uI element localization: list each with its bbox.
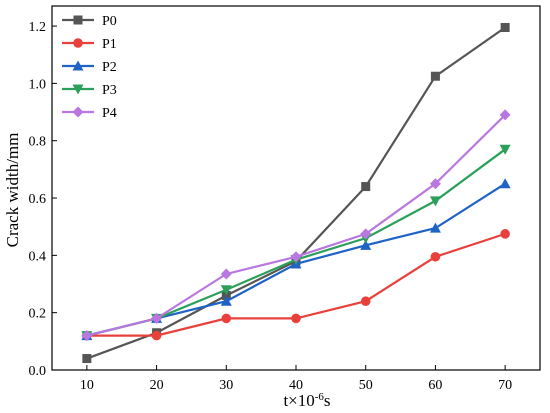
data-point-p1 (151, 330, 162, 341)
y-tick-label: 1.0 (29, 77, 47, 92)
data-point-p1 (291, 313, 301, 324)
legend-label: P1 (102, 37, 117, 52)
data-point-p2 (220, 295, 232, 306)
data-point-p1 (500, 229, 510, 239)
data-point-p4 (360, 228, 372, 240)
series-p1 (82, 229, 510, 341)
x-tick-label: 20 (150, 378, 164, 393)
legend-marker (73, 38, 83, 48)
legend-marker (72, 84, 84, 95)
data-point-p2 (499, 178, 511, 189)
data-point-p4 (290, 251, 302, 263)
legend: P0 P1 P2 P3 P4 (62, 14, 117, 121)
legend-label: P3 (102, 83, 117, 98)
y-tick-label: 1.2 (29, 20, 47, 35)
axes: 10 20 30 40 50 60 70 0.0 0.2 0.4 0.6 0.8 1.0 1.2 (29, 5, 541, 393)
data-point-p1 (430, 251, 441, 262)
y-tick-label: 0.6 (29, 192, 47, 207)
legend-marker (72, 106, 84, 118)
data-point-p4 (220, 268, 232, 280)
x-tick-label: 30 (219, 378, 233, 393)
data-point-p1 (221, 313, 232, 324)
x-tick-label: 70 (498, 378, 512, 393)
data-point-p2 (360, 239, 372, 250)
series-line-p0 (86, 26, 506, 360)
legend-marker (72, 60, 84, 71)
data-point-p3 (429, 196, 441, 207)
series-line-p4 (86, 114, 506, 337)
legend-item-p1: P1 (62, 37, 117, 52)
x-tick-label: 10 (80, 378, 94, 393)
y-tick-label: 0.0 (29, 364, 47, 379)
data-point-p2 (429, 222, 441, 233)
data-point-p4 (151, 312, 163, 324)
legend-item-p0: P0 (62, 14, 117, 29)
data-point-p0 (361, 182, 371, 192)
legend-item-p2: P2 (62, 60, 117, 75)
y-tick-label: 0.4 (29, 249, 47, 264)
data-point-p1 (360, 296, 371, 307)
legend-label: P2 (102, 60, 117, 75)
data-point-p4 (81, 330, 93, 342)
data-point-p0 (82, 354, 92, 364)
legend-label: P4 (102, 106, 117, 121)
series-layer (81, 22, 511, 364)
legend-marker (73, 15, 83, 25)
x-tick-label: 40 (289, 378, 303, 393)
legend-label: P0 (102, 14, 117, 29)
x-tick-label: 50 (359, 378, 373, 393)
x-axis-title: t×10-6s (283, 391, 330, 410)
data-point-p0 (221, 290, 231, 300)
x-tick-label: 60 (428, 378, 442, 393)
y-tick-label: 0.2 (29, 307, 47, 322)
data-point-p4 (499, 109, 511, 121)
y-axis-title: Crack width/mm (3, 133, 22, 248)
data-point-p4 (429, 178, 441, 190)
data-point-p0 (500, 22, 510, 32)
legend-item-p4: P4 (62, 106, 117, 121)
data-point-p3 (220, 285, 232, 296)
series-p4 (81, 109, 511, 342)
legend-item-p3: P3 (62, 83, 117, 98)
data-point-p3 (499, 144, 511, 155)
y-tick-label: 0.8 (29, 135, 47, 150)
data-point-p0 (430, 71, 440, 81)
